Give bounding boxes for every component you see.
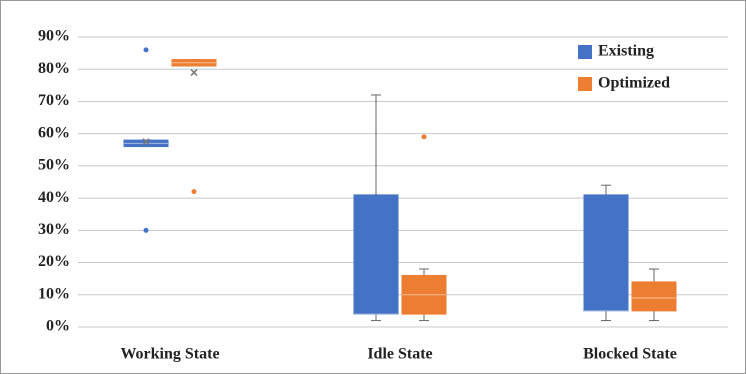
mean-marker xyxy=(142,138,150,146)
y-tick-label: 30% xyxy=(38,221,70,238)
y-tick-label: 90% xyxy=(38,28,70,45)
y-tick-label: 20% xyxy=(38,253,70,270)
y-tick-label: 80% xyxy=(38,60,70,77)
legend-label: Existing xyxy=(598,43,654,60)
outlier xyxy=(143,47,149,53)
y-tick-label: 10% xyxy=(38,285,70,302)
y-tick-label: 0% xyxy=(46,318,70,335)
y-tick-label: 50% xyxy=(38,157,70,174)
box xyxy=(631,281,677,312)
x-tick-label: Working State xyxy=(120,346,219,363)
y-tick-label: 40% xyxy=(38,189,70,206)
legend-swatch xyxy=(578,77,592,91)
x-tick-label: Idle State xyxy=(367,346,432,363)
legend-label: Optimized xyxy=(598,75,670,92)
y-tick-label: 70% xyxy=(38,92,70,109)
x-tick-label: Blocked State xyxy=(583,346,677,363)
box xyxy=(353,194,399,315)
mean-marker xyxy=(190,68,198,76)
outlier xyxy=(421,134,427,140)
outlier xyxy=(191,189,197,195)
y-tick-label: 60% xyxy=(38,124,70,141)
legend-swatch xyxy=(578,45,592,59)
outlier xyxy=(143,227,149,233)
box xyxy=(583,194,629,312)
